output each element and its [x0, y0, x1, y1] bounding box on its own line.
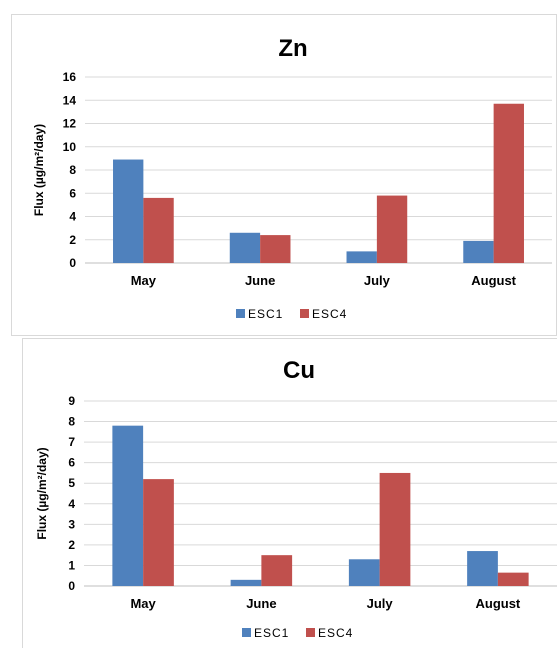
bar-esc1-may — [112, 425, 144, 586]
cu-chart: Cu 0 1 2 3 4 5 6 7 8 9 Flux (µg/m²/day) May June July… — [35, 357, 557, 640]
chart-title: Zn — [278, 35, 307, 62]
y-tick-label: 5 — [68, 476, 75, 490]
chart-title: Cu — [283, 357, 315, 384]
y-tick-label: 12 — [63, 117, 77, 131]
bar-esc1-june — [230, 579, 262, 586]
bar-esc1-july — [346, 251, 377, 263]
y-tick-label: 2 — [68, 538, 75, 552]
y-tick-label: 3 — [68, 517, 75, 531]
x-tick-label: June — [245, 273, 275, 288]
x-tick-label: July — [364, 273, 391, 288]
y-tick-label: 1 — [68, 558, 75, 572]
x-tick-label: August — [471, 273, 516, 288]
bar-esc4-august — [493, 103, 524, 263]
legend-label-esc4: ESC4 — [318, 626, 353, 640]
y-tick-label: 8 — [69, 163, 76, 177]
x-tick-label: May — [130, 596, 156, 611]
bar-esc4-june — [260, 235, 291, 263]
bar-esc4-august — [497, 572, 529, 586]
x-tick-label: August — [475, 596, 520, 611]
zn-chart-panel: Zn 0 2 4 6 8 10 12 14 16 Flux (µg/m²/day) May June J… — [11, 14, 557, 336]
y-tick-label: 8 — [68, 415, 75, 429]
y-tick-label: 9 — [68, 394, 75, 408]
bar-esc4-may — [143, 197, 174, 263]
bar-esc4-june — [261, 555, 293, 586]
bar-esc1-august — [467, 551, 498, 586]
zn-chart: Zn 0 2 4 6 8 10 12 14 16 Flux (µg/m²/day) May June J… — [32, 35, 552, 321]
bar-esc4-july — [379, 472, 411, 586]
x-tick-label: June — [246, 596, 276, 611]
y-tick-label: 16 — [63, 70, 77, 84]
legend-label-esc1: ESC1 — [254, 626, 289, 640]
y-tick-label: 4 — [69, 210, 76, 224]
x-tick-label: July — [367, 596, 394, 611]
bar-esc1-july — [348, 559, 380, 586]
x-tick-label: May — [131, 273, 157, 288]
bar-esc1-august — [463, 240, 494, 263]
y-tick-label: 2 — [69, 233, 76, 247]
bar-esc1-may — [113, 159, 144, 263]
y-tick-label: 0 — [69, 256, 76, 270]
y-tick-label: 14 — [63, 93, 77, 107]
y-axis-title: Flux (µg/m²/day) — [32, 124, 46, 216]
y-tick-label: 10 — [63, 140, 77, 154]
legend-swatch-esc1 — [236, 309, 245, 318]
y-tick-label: 7 — [68, 435, 75, 449]
cu-chart-panel: Cu 0 1 2 3 4 5 6 7 8 9 Flux (µg/m²/day) May June July… — [22, 338, 557, 648]
y-tick-label: 4 — [68, 497, 75, 511]
legend-swatch-esc4 — [306, 628, 315, 637]
legend-label-esc4: ESC4 — [312, 307, 347, 321]
bar-esc4-may — [143, 479, 174, 586]
y-tick-label: 6 — [69, 186, 76, 200]
y-tick-label: 6 — [68, 456, 75, 470]
y-tick-label: 0 — [68, 579, 75, 593]
legend-swatch-esc1 — [242, 628, 251, 637]
legend-label-esc1: ESC1 — [248, 307, 283, 321]
bar-esc4-july — [376, 195, 408, 263]
bar-esc1-june — [229, 232, 261, 263]
legend-swatch-esc4 — [300, 309, 309, 318]
y-axis-title: Flux (µg/m²/day) — [35, 447, 49, 539]
